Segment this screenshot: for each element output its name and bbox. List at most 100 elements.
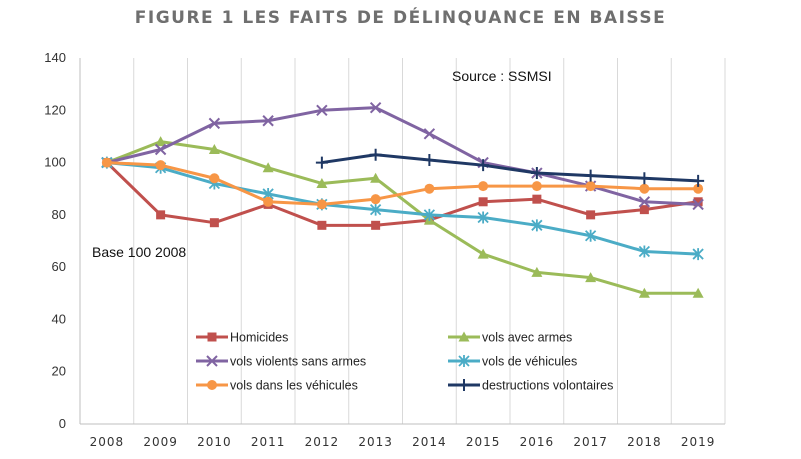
- y-tick-label: 100: [44, 155, 66, 170]
- x-tick-label: 2011: [251, 435, 286, 449]
- data-point: [208, 144, 220, 154]
- legend-marker: [206, 355, 218, 367]
- series-destructions-volontaires: [315, 148, 705, 187]
- series-lines: [101, 101, 705, 298]
- data-point: [370, 172, 382, 183]
- x-tick-label: 2009: [143, 435, 178, 449]
- data-point: [262, 115, 274, 127]
- data-point: [369, 148, 382, 161]
- axes: [79, 58, 725, 425]
- data-point: [370, 194, 381, 205]
- legend-marker: [207, 332, 217, 342]
- data-point: [586, 210, 596, 220]
- data-point: [693, 183, 704, 194]
- data-point: [638, 287, 650, 298]
- x-tick-label: 2014: [412, 435, 447, 449]
- x-tick-label: 2019: [681, 435, 716, 449]
- y-tick-label: 0: [59, 416, 66, 431]
- legend-label: vols violents sans armes: [230, 355, 366, 369]
- x-tick-label: 2012: [305, 435, 340, 449]
- series-line: [106, 161, 699, 206]
- series-line: [106, 106, 699, 206]
- series-vols-dans-les-véhicules: [101, 157, 704, 210]
- legend-label: vols avec armes: [482, 331, 572, 345]
- data-point: [208, 117, 221, 130]
- y-tick-label: 140: [44, 50, 66, 65]
- data-point: [584, 229, 597, 242]
- grid-lines: [133, 58, 726, 424]
- data-point: [156, 210, 166, 220]
- data-point: [477, 248, 489, 259]
- source-annotation: Source : SSMSI: [452, 68, 552, 84]
- legend-label: vols de véhicules: [482, 355, 577, 369]
- data-point: [639, 183, 650, 194]
- data-point: [369, 203, 382, 216]
- legend-item: vols de véhicules: [448, 355, 577, 369]
- legend-item: vols avec armes: [448, 331, 572, 345]
- y-tick-label: 20: [52, 364, 66, 379]
- data-point: [263, 196, 274, 207]
- y-tick-label: 40: [52, 311, 66, 326]
- series-line: [321, 153, 699, 183]
- data-point: [692, 198, 704, 211]
- data-point: [315, 156, 328, 169]
- data-point: [477, 159, 490, 172]
- data-point: [531, 266, 543, 277]
- legend-marker: [458, 355, 470, 367]
- x-tick-labels: 2008 2009 2010 2011 2012 2013 2014 2015 2016 2017…: [90, 435, 716, 449]
- x-tick-label: 2015: [466, 435, 501, 449]
- y-tick-labels: 0 20 40 60 80 100 120 140: [44, 50, 66, 431]
- data-point: [531, 181, 542, 192]
- data-point: [209, 173, 220, 184]
- chart-title: FIGURE 1 LES FAITS DE DÉLINQUANCE EN BAI…: [134, 8, 667, 28]
- data-point: [155, 136, 167, 147]
- x-tick-label: 2010: [197, 435, 232, 449]
- data-point: [424, 183, 435, 194]
- data-point: [585, 272, 597, 283]
- legend-marker: [458, 331, 470, 342]
- legend-label: vols dans les véhicules: [230, 379, 358, 393]
- data-point: [638, 196, 651, 208]
- x-tick-label: 2013: [358, 435, 393, 449]
- data-point: [154, 143, 167, 156]
- data-point: [530, 167, 543, 180]
- data-point: [531, 219, 543, 232]
- series-line: [106, 140, 699, 295]
- series-vols-violents-sans-armes: [101, 101, 704, 211]
- legend: Homicides vols avec armes vols violents sa…: [196, 331, 613, 393]
- data-point: [317, 220, 327, 230]
- legend-item: vols violents sans armes: [196, 355, 366, 369]
- series-line: [105, 161, 699, 227]
- data-point: [155, 160, 166, 171]
- y-tick-label: 80: [52, 207, 66, 222]
- data-point: [638, 172, 651, 185]
- y-tick-label: 60: [52, 259, 66, 274]
- data-point: [639, 205, 649, 215]
- data-point: [638, 245, 651, 258]
- legend-marker: [458, 379, 470, 391]
- base-annotation: Base 100 2008: [92, 244, 186, 260]
- data-point: [532, 194, 542, 204]
- legend-label: destructions volontaires: [482, 379, 613, 393]
- legend-item: vols dans les véhicules: [196, 379, 358, 393]
- legend-item: destructions volontaires: [448, 379, 613, 393]
- legend-label: Homicides: [230, 331, 288, 345]
- data-point: [423, 153, 436, 166]
- data-point: [692, 248, 704, 261]
- data-point: [423, 128, 436, 140]
- series-line: [106, 161, 699, 256]
- data-point: [316, 199, 327, 210]
- data-point: [692, 174, 705, 187]
- y-tick-label: 120: [44, 102, 66, 117]
- data-point: [369, 101, 382, 114]
- data-point: [423, 208, 436, 221]
- legend-item: Homicides: [196, 331, 288, 345]
- data-point: [693, 197, 703, 207]
- data-point: [209, 218, 219, 228]
- data-point: [101, 157, 112, 168]
- x-tick-label: 2016: [520, 435, 555, 449]
- data-point: [316, 177, 328, 188]
- data-point: [584, 169, 597, 182]
- data-point: [477, 211, 489, 224]
- data-point: [371, 220, 381, 230]
